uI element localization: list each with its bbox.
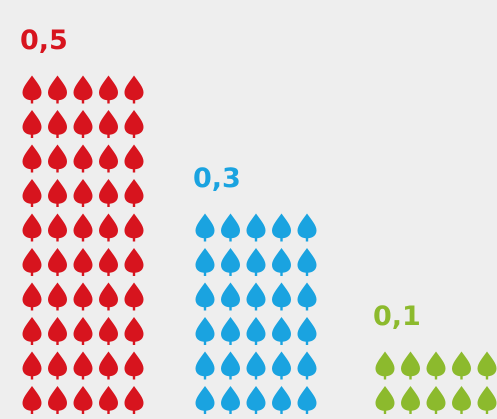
icon (195, 282, 215, 311)
icon (195, 317, 215, 345)
value-label: 0,5 (20, 25, 68, 56)
icon (22, 110, 42, 138)
icon (426, 386, 446, 414)
icon (195, 351, 215, 380)
icon (221, 351, 240, 380)
icon (272, 282, 291, 311)
icon (221, 386, 240, 414)
icon (477, 351, 497, 380)
icon (22, 248, 42, 276)
icon (48, 213, 67, 242)
icon (272, 317, 291, 345)
icon (221, 213, 240, 242)
icon (297, 351, 317, 380)
icon (195, 248, 215, 276)
icon (22, 386, 42, 414)
icon (297, 213, 317, 242)
icon (99, 386, 118, 414)
icon (246, 282, 266, 311)
icon (246, 317, 266, 345)
icon (22, 179, 42, 207)
icon (375, 386, 395, 414)
icon (99, 317, 118, 345)
icon (246, 386, 266, 414)
icon (99, 213, 118, 242)
icon (124, 110, 144, 138)
icon (246, 351, 266, 380)
icon (124, 144, 144, 173)
icon (221, 317, 240, 345)
icon (48, 282, 67, 311)
icon (48, 144, 67, 173)
icon (124, 351, 144, 380)
icon (297, 282, 317, 311)
icon (22, 282, 42, 311)
icon (272, 351, 291, 380)
icon (272, 386, 291, 414)
icon (124, 317, 144, 345)
icon (272, 213, 291, 242)
icon (477, 386, 497, 414)
icon (22, 75, 42, 104)
icon (246, 248, 266, 276)
icon (48, 386, 67, 414)
icon (401, 386, 420, 414)
icon (73, 144, 93, 173)
icon (195, 386, 215, 414)
icon (73, 179, 93, 207)
icon (99, 110, 118, 138)
value-label: 0,1 (373, 301, 421, 332)
icon (99, 75, 118, 104)
icon (22, 213, 42, 242)
icon (221, 282, 240, 311)
icon (48, 317, 67, 345)
icon (22, 144, 42, 173)
icon (48, 110, 67, 138)
value-label: 0,3 (193, 163, 241, 194)
icon (99, 351, 118, 380)
icon (22, 351, 42, 380)
icon (272, 248, 291, 276)
icon (99, 144, 118, 173)
icon (297, 317, 317, 345)
icon (99, 179, 118, 207)
icon (375, 351, 395, 380)
icon (48, 248, 67, 276)
icon (195, 213, 215, 242)
icon (99, 248, 118, 276)
icon (48, 179, 67, 207)
icon (452, 351, 471, 380)
icon (73, 351, 93, 380)
icon (297, 386, 317, 414)
icon (22, 317, 42, 345)
icon (124, 282, 144, 311)
icon (246, 213, 266, 242)
icon (73, 75, 93, 104)
icon (221, 248, 240, 276)
icon (73, 386, 93, 414)
icon (124, 179, 144, 207)
icon (124, 75, 144, 104)
icon (124, 248, 144, 276)
icon (401, 351, 420, 380)
icon (73, 213, 93, 242)
icon (124, 213, 144, 242)
icon (73, 317, 93, 345)
icon (73, 248, 93, 276)
icon (426, 351, 446, 380)
icon (124, 386, 144, 414)
icon (297, 248, 317, 276)
icon (73, 110, 93, 138)
icon (48, 75, 67, 104)
icon (73, 282, 93, 311)
icon (99, 282, 118, 311)
icon (452, 386, 471, 414)
icon (48, 351, 67, 380)
